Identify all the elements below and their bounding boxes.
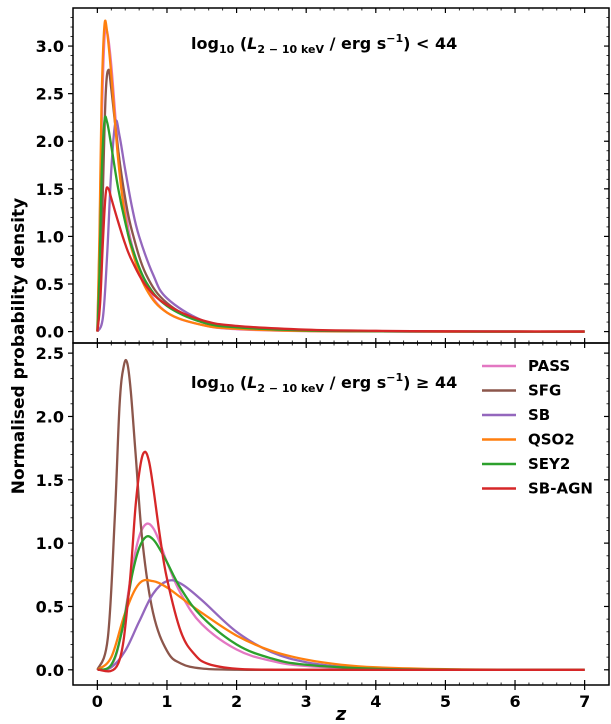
top-y-tick-label: 2.5 [36,85,64,104]
bottom-series-sb-agn [97,450,585,673]
legend-label-sfg: SFG [528,382,561,400]
bottom-y-ticks: 0.0 0.5 1.0 1.5 2.0 2.5 [36,344,609,680]
top-y-tick-label: 1.5 [36,180,64,199]
bottom-y-tick-label: 1.5 [36,471,64,490]
bottom-y-tick-label: 1.0 [36,534,64,553]
top-series-qso2 [96,19,585,333]
top-series-sb [96,119,585,333]
x-tick-label: 5 [440,692,451,711]
bottom-y-tick-label: 0.0 [36,661,64,680]
bottom-y-tick-label: 0.5 [36,597,64,616]
top-y-ticks: 0.0 0.5 1.0 1.5 2.0 2.5 3.0 [36,8,609,343]
top-series-sey2 [96,115,585,333]
legend-label-qso2: QSO2 [528,431,575,449]
top-y-tick-label: 0.0 [36,323,64,342]
x-tick-label: 1 [161,692,172,711]
top-series-sfg [96,68,585,333]
top-y-tick-label: 3.0 [36,37,64,56]
bottom-y-tick-label: 2.0 [36,407,64,426]
top-series-sb-agn [96,186,585,333]
bottom-series-lines [96,358,585,673]
top-panel: 0.0 0.5 1.0 1.5 2.0 2.5 3.0 log10 (L2 − 10 keV… [36,7,610,344]
top-series-lines [96,19,585,333]
x-tick-label: 3 [301,692,312,711]
x-tick-label: 7 [579,692,590,711]
legend-label-sb-agn: SB-AGN [528,480,593,498]
top-y-tick-label: 2.0 [36,132,64,151]
top-y-tick-label: 0.5 [36,275,64,294]
bottom-series-sfg [96,358,585,671]
x-tick-label: 0 [92,692,103,711]
top-annotation: log10 (L2 − 10 keV / erg s−1) < 44 [191,32,457,56]
bottom-annotation: log10 (L2 − 10 keV / erg s−1) ≥ 44 [191,371,457,395]
x-tick-label: 6 [509,692,520,711]
legend-label-pass: PASS [528,357,570,375]
x-tick-label: 4 [370,692,381,711]
legend-label-sb: SB [528,406,550,424]
x-ticks: 0 1 2 3 4 5 6 7 [92,343,590,711]
top-series-pass [96,27,585,333]
bottom-y-tick-label: 2.5 [36,344,64,363]
bottom-panel-frame [72,342,610,686]
x-tick-label: 2 [231,692,242,711]
top-y-tick-label: 1.0 [36,227,64,246]
bottom-series-sey2 [96,535,585,671]
x-axis-label: z [335,704,347,724]
legend: PASS SFG SB QSO2 SEY2 SB-AGN [482,357,593,498]
bottom-panel: 0.0 0.5 1.0 1.5 2.0 2.5 0 1 2 3 4 5 6 7 log10 (L2 − … [36,342,610,711]
legend-label-sey2: SEY2 [528,455,570,473]
y-axis-label: Normalised probability density [9,198,29,494]
